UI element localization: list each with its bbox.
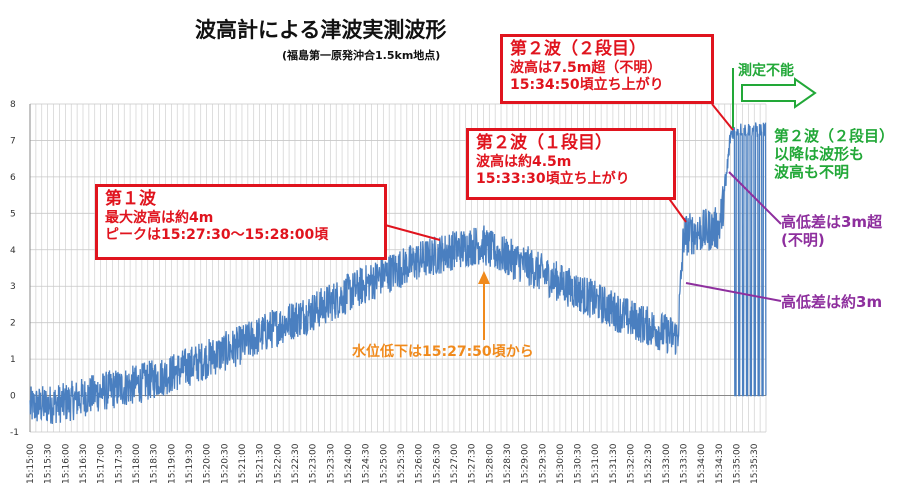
y-tick-label: 1 <box>10 355 16 365</box>
x-tick-label: 15:18:30 <box>150 443 160 484</box>
x-tick-label: 15:15:30 <box>44 443 54 484</box>
x-tick-label: 15:33:30 <box>680 443 690 484</box>
x-tick-label: 15:28:00 <box>485 443 495 484</box>
wave2b-head: 第２波（２段目） <box>510 39 646 59</box>
x-tick-label: 15:26:00 <box>415 443 425 484</box>
wave2b-line1: 波高は7.5m超（不明） <box>510 59 662 76</box>
x-tick-label: 15:23:30 <box>326 443 336 484</box>
after-note-line3: 波高も不明 <box>774 163 850 181</box>
wave1-line1: 最大波高は約4m <box>105 209 214 226</box>
y-tick-label: 2 <box>10 319 16 329</box>
x-tick-label: 15:20:30 <box>220 443 230 484</box>
x-tick-label: 15:26:30 <box>432 443 442 484</box>
water-drop-note: 水位低下は15:27:50頃から <box>352 344 534 360</box>
unmeasurable-label: 測定不能 <box>738 63 794 79</box>
diff-high-leader <box>728 171 782 225</box>
x-tick-label: 15:22:30 <box>291 443 301 484</box>
x-tick-label: 15:31:30 <box>609 443 619 484</box>
after-note-line2: 以降は波形も <box>774 145 865 163</box>
y-tick-label: 5 <box>10 209 16 219</box>
x-tick-label: 15:17:00 <box>97 443 107 484</box>
x-tick-label: 15:30:00 <box>556 443 566 484</box>
wave1-line2: ピークは15:27:30～15:28:00頃 <box>105 226 329 243</box>
after-wave-note: 第２波（２段目） 以降は波形も 波高も不明 <box>774 127 894 181</box>
x-tick-label: 15:27:00 <box>450 443 460 484</box>
x-tick-label: 15:16:00 <box>61 443 71 484</box>
after-note-line1: 第２波（２段目） <box>774 127 895 145</box>
x-tick-label: 15:15:00 <box>26 443 36 484</box>
diff-high-line2: (不明) <box>781 231 825 249</box>
x-tick-label: 15:31:00 <box>591 443 601 484</box>
wave2b-line2: 15:34:50頃立ち上がり <box>510 76 664 93</box>
wave2a-head: 第２波（１段目） <box>476 133 612 153</box>
x-tick-label: 15:18:00 <box>132 443 142 484</box>
x-tick-label: 15:20:00 <box>203 443 213 484</box>
unmeasurable-arrow-icon <box>741 77 817 109</box>
x-tick-label: 15:24:00 <box>344 443 354 484</box>
y-tick-label: 4 <box>10 246 16 256</box>
x-tick-label: 15:27:30 <box>468 443 478 484</box>
x-tick-label: 15:25:30 <box>397 443 407 484</box>
x-tick-label: 15:21:00 <box>238 443 248 484</box>
diff-low-note: 高低差は約3m <box>781 293 883 311</box>
y-tick-label: 0 <box>10 392 16 402</box>
chart-subtitle: (福島第一原発沖合1.5km地点) <box>282 49 441 62</box>
x-tick-label: 15:32:00 <box>627 443 637 484</box>
wave1-leader <box>384 224 441 241</box>
diff-low-leader <box>685 282 782 302</box>
x-tick-label: 15:19:00 <box>167 443 177 484</box>
annotation-wave1: 第１波 最大波高は約4m ピークは15:27:30～15:28:00頃 <box>95 184 387 260</box>
x-tick-label: 15:35:00 <box>733 443 743 484</box>
x-tick-label: 15:17:30 <box>114 443 124 484</box>
x-tick-label: 15:29:00 <box>521 443 531 484</box>
x-tick-label: 15:21:30 <box>256 443 266 484</box>
wave2a-line2: 15:33:30頃立ち上がり <box>476 170 630 187</box>
x-tick-label: 15:28:30 <box>503 443 513 484</box>
x-tick-label: 15:16:30 <box>79 443 89 484</box>
diff-high-note: 高低差は3m超 (不明) <box>781 213 882 249</box>
x-tick-label: 15:33:00 <box>662 443 672 484</box>
x-tick-label: 15:23:00 <box>309 443 319 484</box>
x-tick-label: 15:29:30 <box>538 443 548 484</box>
annotation-wave2-stage2: 第２波（２段目） 波高は7.5m超（不明） 15:34:50頃立ち上がり <box>500 34 714 104</box>
wave1-head: 第１波 <box>105 189 156 209</box>
drop-arrow-head <box>478 271 490 284</box>
x-tick-label: 15:30:30 <box>574 443 584 484</box>
x-tick-label: 15:19:30 <box>185 443 195 484</box>
chart-title: 波高計による津波実測波形 <box>195 18 447 42</box>
diff-high-line1: 高低差は3m超 <box>781 213 883 231</box>
x-tick-label: 15:24:30 <box>362 443 372 484</box>
x-tick-label: 15:35:30 <box>750 443 760 484</box>
series-line-wave <box>29 122 767 425</box>
wave2b-leader <box>711 103 734 131</box>
x-tick-label: 15:34:00 <box>697 443 707 484</box>
y-tick-label: 6 <box>10 173 16 183</box>
x-tick-label: 15:22:00 <box>273 443 283 484</box>
y-tick-label: -1 <box>10 428 19 438</box>
y-tick-label: 3 <box>10 282 16 292</box>
y-tick-label: 8 <box>10 100 16 110</box>
x-tick-label: 15:25:00 <box>379 443 389 484</box>
x-tick-label: 15:32:30 <box>644 443 654 484</box>
wave2a-line1: 波高は約4.5m <box>476 153 572 170</box>
x-tick-label: 15:34:30 <box>715 443 725 484</box>
annotation-wave2-stage1: 第２波（１段目） 波高は約4.5m 15:33:30頃立ち上がり <box>466 128 676 200</box>
y-tick-label: 7 <box>10 136 16 146</box>
